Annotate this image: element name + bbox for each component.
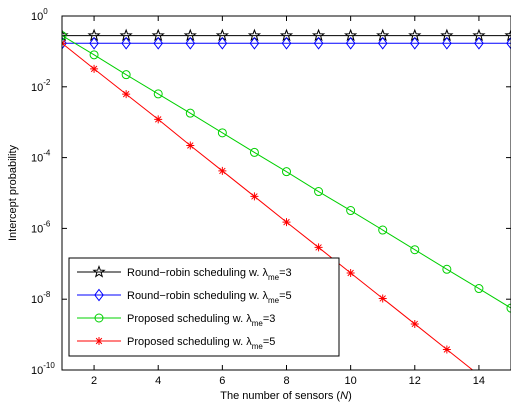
legend-marker <box>94 313 104 323</box>
y-tick-label: 10-8 <box>31 290 51 306</box>
series-2-point <box>217 36 228 50</box>
y-tick-label: 10-10 <box>31 361 55 377</box>
x-axis-title: The number of sensors (N) <box>220 390 351 402</box>
axes-layer: 2 4 6 8 10 12 14 100 10-2 10-4 10-6 10-8 10-10 <box>31 7 511 387</box>
series-4-point <box>218 166 227 175</box>
legend-marker <box>95 337 103 345</box>
series-3-line <box>62 35 511 309</box>
series-2-point <box>506 36 511 50</box>
legend-label: Round−robin scheduling w. λme=3 <box>127 267 292 282</box>
series-3-point <box>378 225 388 235</box>
series-4-point <box>507 396 511 404</box>
series-4-point <box>90 64 99 73</box>
series-3-point <box>282 167 291 177</box>
series-4-point <box>122 90 131 99</box>
y-tick-label: 10-2 <box>31 78 51 94</box>
legend-entry-2: Round−robin scheduling w. λme=5 <box>77 288 292 305</box>
series-4-point <box>410 319 419 328</box>
series-2-point <box>442 36 452 50</box>
series-2 <box>62 36 511 50</box>
legend-marker <box>94 288 104 302</box>
legend-marker <box>92 265 106 278</box>
series-2-point <box>62 36 67 50</box>
series-3-point <box>314 187 324 197</box>
series-3-point <box>506 303 511 313</box>
legend: Round−robin scheduling w. λme=3 Round−rob… <box>68 257 340 357</box>
x-tick-label: 8 <box>283 375 289 387</box>
series-4-point <box>282 218 291 227</box>
legend-entry-3: Proposed scheduling w. λme=3 <box>77 313 275 328</box>
series-4-point <box>346 268 355 277</box>
series-3-point <box>410 245 420 255</box>
series-1-point <box>504 28 511 42</box>
series-4-point <box>442 345 451 354</box>
y-tick-label: 10-4 <box>31 149 51 165</box>
series-4 <box>62 39 511 404</box>
legend-label: Proposed scheduling w. λme=3 <box>127 313 275 328</box>
x-tick-label: 4 <box>155 375 161 387</box>
legend-entry-1: Round−robin scheduling w. λme=3 <box>77 265 292 282</box>
series-2-point <box>313 36 324 50</box>
series-4-point <box>186 141 195 150</box>
series-3-point <box>62 31 67 41</box>
series-2-point <box>89 36 99 50</box>
x-tick-label: 10 <box>345 375 357 387</box>
x-tick-label: 14 <box>473 375 485 387</box>
legend-box <box>68 257 340 357</box>
series-2-point <box>409 36 420 50</box>
series-3-point <box>153 89 163 99</box>
series-2-point <box>185 36 196 50</box>
series-2-point <box>281 36 292 50</box>
y-tick-label: 10-6 <box>31 219 51 235</box>
series-3-point <box>121 70 131 80</box>
series-3-point <box>442 264 452 274</box>
y-tick-label: 100 <box>31 7 48 23</box>
series-3-point <box>346 206 356 216</box>
series-4-point <box>314 243 323 252</box>
series-2-point <box>249 36 260 50</box>
series-4-point <box>378 294 387 303</box>
x-tick-label: 6 <box>219 375 225 387</box>
series-3 <box>62 31 511 313</box>
series-3-point <box>185 108 195 118</box>
legend-label: Proposed scheduling w. λme=5 <box>127 336 275 351</box>
series-3-point <box>249 147 259 157</box>
y-axis-title: Intercept probability <box>7 145 19 241</box>
x-tick-label: 2 <box>91 375 97 387</box>
series-2-point <box>377 36 388 50</box>
series-2-point <box>121 36 131 50</box>
series-2-point <box>345 36 356 50</box>
x-tick-label: 12 <box>409 375 421 387</box>
series-layer <box>62 28 511 404</box>
legend-entry-4: Proposed scheduling w. λme=5 <box>77 336 275 351</box>
legend-label: Round−robin scheduling w. λme=5 <box>127 290 292 305</box>
series-4-point <box>250 192 259 201</box>
series-3-point <box>217 128 227 138</box>
series-4-point <box>154 115 163 124</box>
series-2-point <box>474 36 484 50</box>
series-3-point <box>89 50 99 60</box>
series-3-point <box>474 284 484 294</box>
series-2-point <box>153 36 164 50</box>
